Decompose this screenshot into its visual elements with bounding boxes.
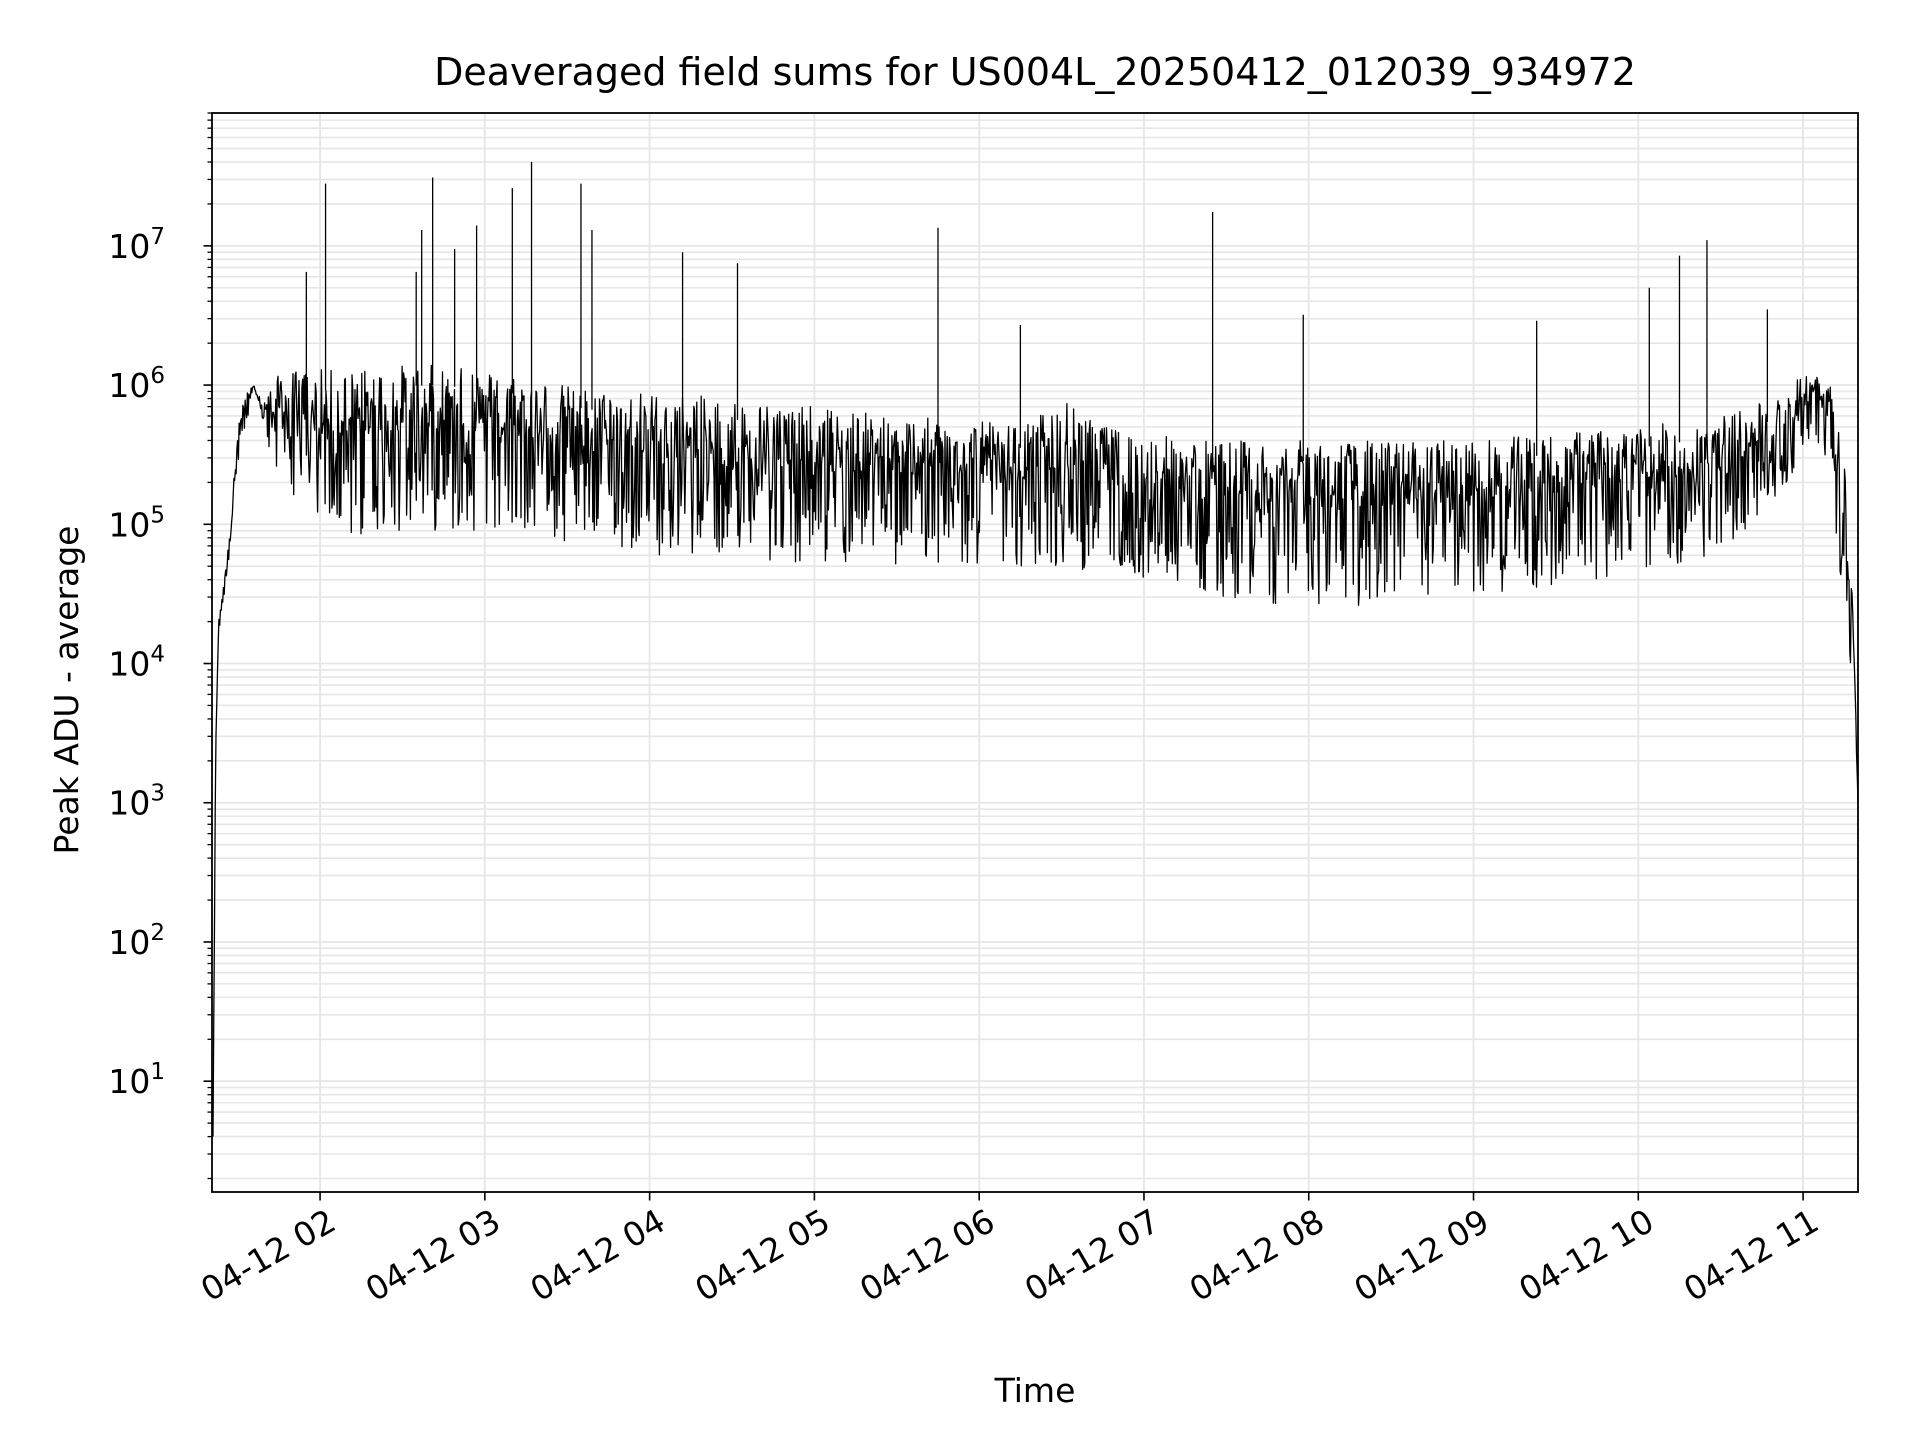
y-tick-label-exponent: 6	[150, 363, 165, 389]
series-layer	[212, 162, 1859, 1137]
y-tick-label-base: 10	[108, 366, 150, 405]
y-tick-label-base: 10	[108, 645, 150, 684]
y-tick-label-base: 10	[108, 1062, 150, 1101]
series-line	[212, 364, 1859, 1137]
y-tick-label: 106	[108, 363, 165, 405]
y-tick-label: 103	[108, 781, 165, 823]
y-tick-label-base: 10	[108, 505, 150, 544]
x-axis-label: Time	[994, 1371, 1076, 1410]
plot-frame	[211, 112, 1859, 1193]
y-tick-label-exponent: 2	[150, 920, 165, 946]
y-tick-label-exponent: 7	[150, 224, 165, 250]
y-tick-label-base: 10	[108, 227, 150, 266]
y-tick-label: 104	[108, 642, 165, 684]
y-tick-label: 107	[108, 224, 165, 266]
y-tick-label-base: 10	[108, 784, 150, 823]
grid	[212, 112, 1858, 1192]
y-tick-label: 101	[108, 1059, 165, 1101]
y-tick-label-exponent: 4	[150, 642, 165, 668]
chart-title: Deaveraged field sums for US004L_2025041…	[434, 50, 1636, 94]
y-tick-label: 105	[108, 502, 165, 544]
y-tick-label-base: 10	[108, 923, 150, 962]
y-tick-label: 102	[108, 920, 165, 962]
y-tick-label-exponent: 3	[150, 781, 165, 807]
y-axis-label: Peak ADU - average	[47, 526, 86, 855]
y-tick-label-exponent: 1	[150, 1059, 165, 1085]
y-tick-label-exponent: 5	[150, 502, 165, 528]
